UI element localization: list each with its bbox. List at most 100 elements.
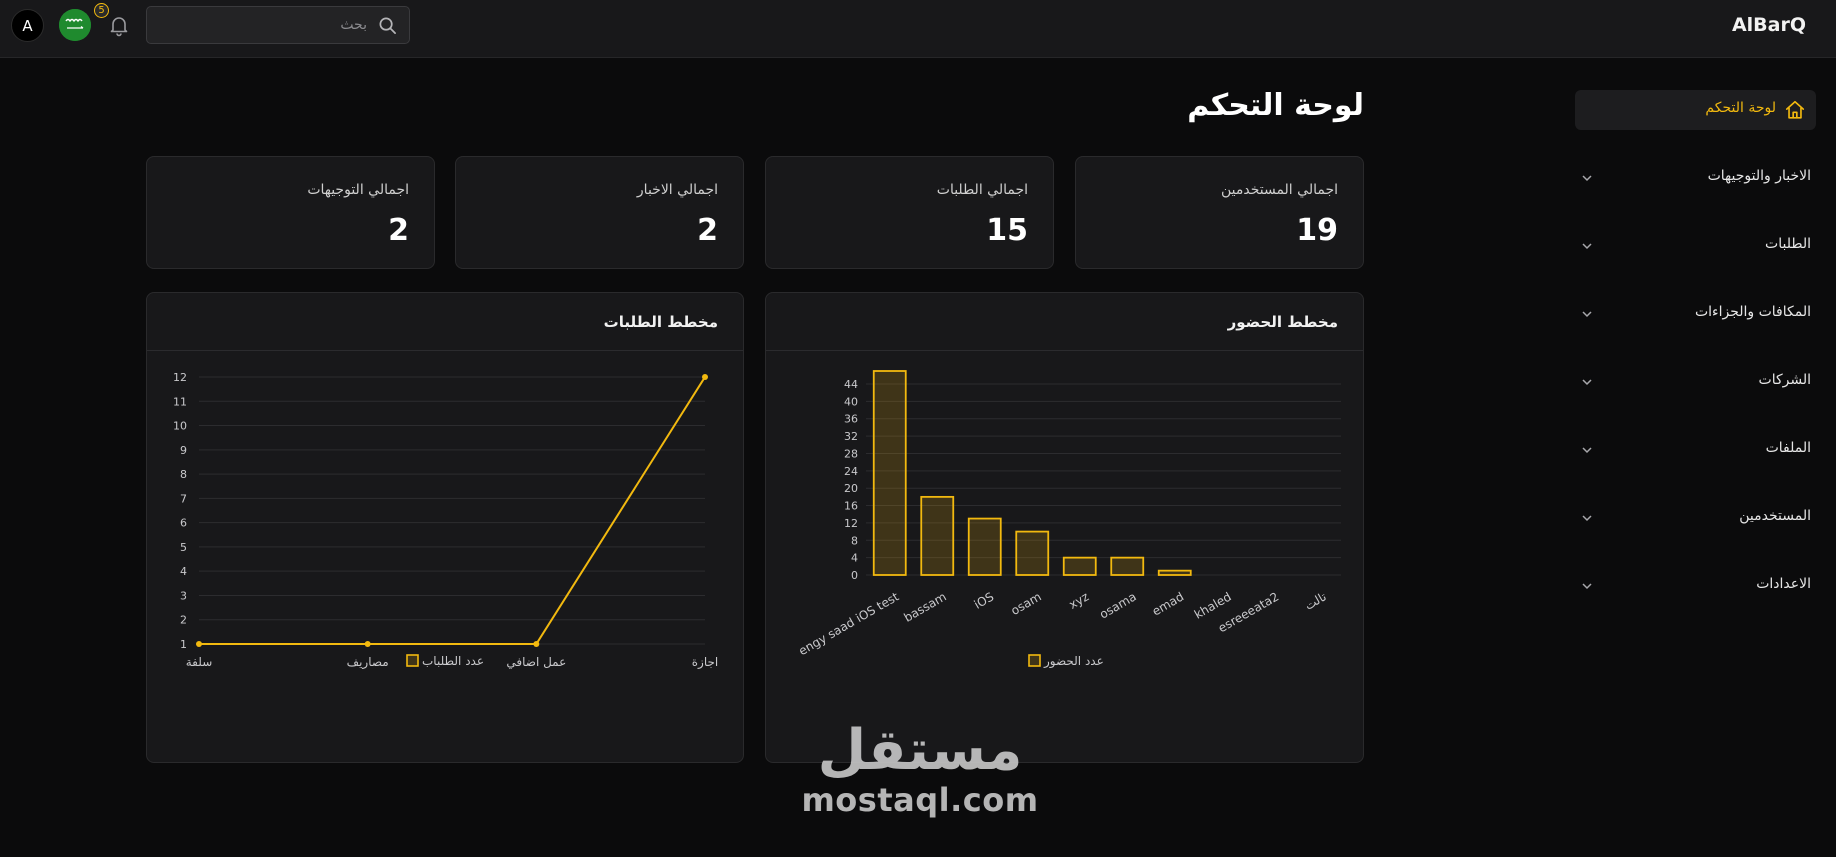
panel-divider (147, 350, 743, 351)
y-tick-label: 10 (173, 420, 187, 433)
x-tick-label: xyz (1066, 589, 1091, 611)
series-line (199, 376, 706, 645)
y-tick-label: 6 (180, 517, 187, 530)
chevron-down-icon (1582, 515, 1592, 522)
x-tick-label: اجازة (692, 655, 719, 670)
attendance-chart-panel: مخطط الحضور 0 4 8 12 16 20 24 28 32 36 40 44 engy sa… (765, 292, 1364, 763)
stat-label: اجمالي الاخبار (636, 182, 718, 198)
y-tick-label: 20 (844, 482, 858, 495)
y-tick-label: 24 (844, 465, 858, 478)
y-tick-label: 40 (844, 395, 858, 408)
chart-title: مخطط الطلبات (603, 313, 718, 331)
sidebar-item-requests[interactable]: الطلبات (1571, 226, 1811, 266)
y-tick-label: 12 (173, 371, 187, 384)
bar (1157, 569, 1192, 576)
bar (920, 495, 955, 576)
stat-card-news: اجمالي الاخبار 2 (455, 156, 744, 269)
data-point (364, 641, 371, 647)
sidebar-item-dashboard[interactable]: لوحة التحكم (1575, 90, 1816, 130)
search-box[interactable] (146, 6, 410, 44)
bar (872, 370, 907, 576)
sidebar-item-label: الطلبات (1765, 236, 1811, 252)
legend-label: عدد الطلباب (422, 654, 484, 668)
sidebar-item-label: الشركات (1758, 372, 1811, 388)
bar (1110, 556, 1145, 576)
y-tick-label: 9 (180, 444, 187, 457)
sidebar-item-users[interactable]: المستخدمين (1571, 498, 1811, 538)
search-input[interactable] (157, 7, 367, 43)
sidebar-item-label: لوحة التحكم (1705, 100, 1776, 116)
chevron-down-icon (1582, 583, 1592, 590)
stat-value: 2 (388, 213, 409, 248)
chart-title: مخطط الحضور (1227, 313, 1338, 331)
legend-swatch (406, 654, 419, 667)
bar (1062, 556, 1097, 576)
watermark-latin: mostaql.com (801, 781, 1039, 819)
y-tick-label: 32 (844, 430, 858, 443)
sidebar-item-settings[interactable]: الاعدادات (1571, 566, 1811, 606)
bell-icon[interactable] (107, 13, 131, 37)
y-tick-label: 16 (844, 500, 858, 513)
legend-label: عدد الحضور (1043, 654, 1104, 669)
bar (967, 517, 1002, 576)
y-tick-label: 5 (180, 541, 187, 554)
x-tick-label: تالت (1302, 589, 1328, 612)
stat-card-users: اجمالي المستخدمين 19 (1075, 156, 1364, 269)
x-tick-label: osama (1097, 589, 1139, 621)
attendance-bar-chart: 0 4 8 12 16 20 24 28 32 36 40 44 engy saad iOS test b… (796, 370, 1341, 669)
notification-badge: 5 (94, 3, 109, 18)
language-flag-icon[interactable] (59, 9, 91, 41)
x-tick-label: iOS (972, 589, 997, 611)
y-tick-label: 0 (851, 569, 858, 582)
search-icon (379, 17, 396, 34)
sidebar-item-label: الملفات (1765, 440, 1811, 456)
data-point (702, 374, 708, 380)
watermark: مستقل mostaql.com (800, 718, 1040, 819)
home-icon (1785, 100, 1805, 119)
chevron-down-icon (1582, 243, 1592, 250)
data-point (533, 641, 540, 647)
brand-logo[interactable]: AlBarQ (1731, 14, 1806, 36)
x-tick-label: osam (1008, 589, 1043, 617)
x-tick-label: سلفة (186, 655, 213, 669)
sidebar: لوحة التحكم الاخبار والتوجيهات الطلبات ا… (1546, 58, 1836, 857)
sidebar-item-news[interactable]: الاخبار والتوجيهات (1571, 158, 1811, 198)
x-tick-label: emad (1150, 589, 1186, 618)
panel-divider (766, 350, 1363, 351)
y-tick-label: 4 (180, 565, 187, 578)
y-tick-label: 4 (851, 552, 858, 565)
avatar[interactable]: A (11, 9, 44, 42)
legend-swatch (1028, 654, 1041, 667)
y-tick-label: 8 (851, 534, 858, 547)
stat-label: اجمالي التوجيهات (307, 182, 409, 198)
chevron-down-icon (1582, 447, 1592, 454)
chevron-down-icon (1582, 379, 1592, 386)
watermark-arabic: مستقل (817, 718, 1023, 783)
chevron-down-icon (1582, 311, 1592, 318)
sidebar-item-files[interactable]: الملفات (1571, 430, 1811, 470)
x-tick-label: bassam (901, 589, 948, 624)
y-tick-label: 8 (180, 468, 187, 481)
stat-value: 19 (1296, 213, 1338, 248)
sidebar-item-label: المكافات والجزاءات (1694, 304, 1811, 320)
sidebar-item-label: المستخدمين (1739, 508, 1811, 524)
sidebar-item-label: الاخبار والتوجيهات (1707, 168, 1811, 184)
y-tick-label: 1 (180, 638, 187, 651)
y-tick-label: 44 (844, 378, 858, 391)
top-bar: AlBarQ 5 A (0, 0, 1836, 58)
y-tick-label: 36 (844, 413, 858, 426)
y-tick-label: 28 (844, 447, 858, 460)
x-tick-label: engy saad iOS test (796, 589, 901, 658)
bar (1015, 530, 1050, 576)
stat-label: اجمالي المستخدمين (1220, 182, 1338, 198)
chevron-down-icon (1582, 175, 1592, 182)
sidebar-item-label: الاعدادات (1756, 576, 1811, 592)
x-tick-label: مصاريف (347, 655, 389, 670)
sidebar-item-rewards[interactable]: المكافات والجزاءات (1571, 294, 1811, 334)
sidebar-item-companies[interactable]: الشركات (1571, 362, 1811, 402)
stat-card-directives: اجمالي التوجيهات 2 (146, 156, 435, 269)
stat-value: 15 (986, 213, 1028, 248)
y-tick-label: 3 (180, 589, 187, 602)
stat-label: اجمالي الطلبات (936, 182, 1028, 198)
